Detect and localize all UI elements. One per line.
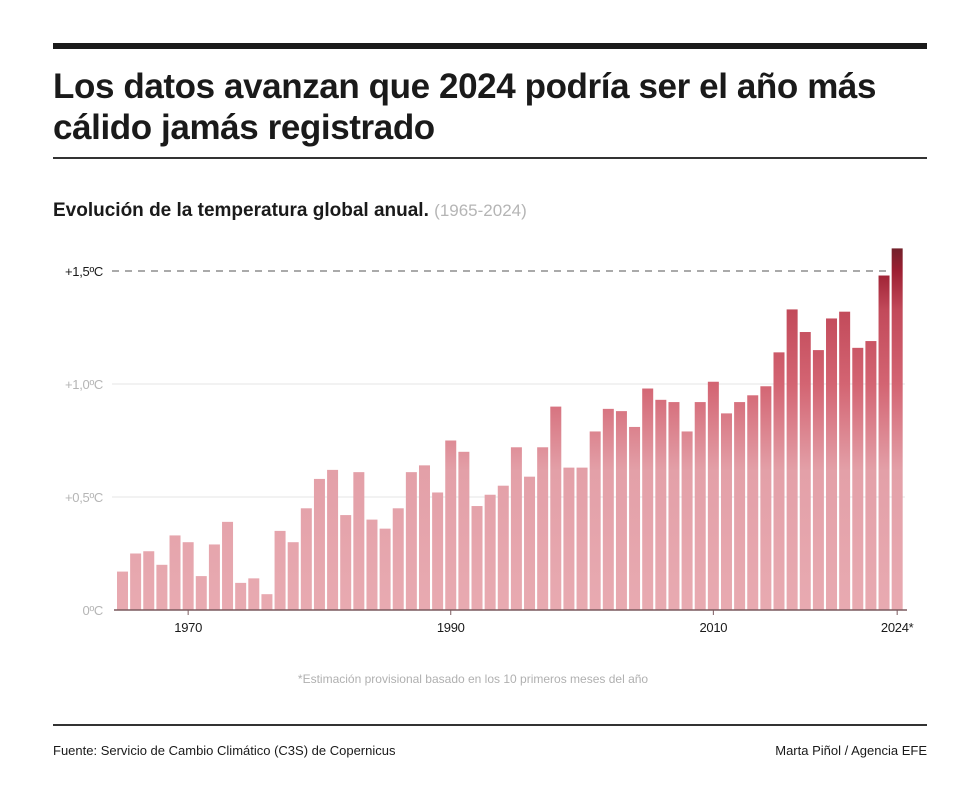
bar-2005 — [642, 388, 654, 610]
bar-2013 — [747, 395, 759, 610]
bar-1971 — [195, 576, 207, 610]
bar-1988 — [418, 465, 430, 610]
bar-1986 — [392, 508, 404, 610]
y-tick-label: 0ºC — [83, 603, 103, 618]
bar-2001 — [589, 431, 601, 610]
bar-1968 — [156, 564, 168, 610]
bar-2018 — [812, 350, 824, 610]
bar-1996 — [524, 476, 536, 610]
headline-divider — [53, 157, 927, 159]
bar-1982 — [340, 515, 352, 610]
bar-1970 — [182, 542, 194, 610]
bar-1994 — [497, 485, 509, 610]
bar-2003 — [615, 411, 627, 610]
bar-1972 — [208, 544, 220, 610]
x-axis-labels: 1970 1990 2010 2024* — [174, 610, 914, 635]
bar-2021 — [852, 347, 864, 610]
bar-2011 — [720, 413, 732, 610]
bar-2023 — [878, 275, 890, 610]
x-tick-label: 2010 — [699, 620, 727, 635]
bar-1998 — [550, 406, 562, 610]
bar-1980 — [313, 478, 325, 610]
bar-1976 — [261, 594, 273, 610]
bar-1999 — [563, 467, 575, 610]
headline: Los datos avanzan que 2024 podría ser el… — [53, 67, 877, 147]
bar-1975 — [248, 578, 260, 610]
bar-1990 — [445, 440, 457, 610]
chart-subtitle-text: Evolución de la temperatura global anual… — [53, 200, 429, 221]
bar-1978 — [287, 542, 299, 610]
bar-2004 — [629, 426, 641, 610]
x-tick-label: 1990 — [437, 620, 465, 635]
chart-subtitle: Evolución de la temperatura global anual… — [53, 200, 527, 222]
footnote: *Estimación provisional basado en los 10… — [297, 672, 649, 686]
bar-1977 — [274, 530, 286, 610]
bar-1995 — [510, 447, 522, 610]
y-tick-label: +0,5ºC — [65, 490, 103, 505]
bar-2019 — [826, 318, 838, 610]
bar-2015 — [773, 352, 785, 610]
bar-2000 — [576, 467, 588, 610]
bar-1992 — [471, 506, 483, 610]
y-tick-label: +1,0ºC — [65, 377, 103, 392]
bar-1985 — [379, 528, 391, 610]
bar-1974 — [235, 582, 247, 610]
bar-1966 — [130, 553, 142, 610]
bar-2014 — [760, 386, 772, 610]
y-tick-label: +1,5ºC — [65, 264, 103, 279]
bar-1983 — [353, 472, 365, 610]
bar-1979 — [300, 508, 312, 610]
bar-2022 — [865, 341, 877, 610]
x-tick-label: 1970 — [174, 620, 202, 635]
bar-1987 — [405, 472, 417, 610]
bar-1984 — [366, 519, 378, 610]
bar-1969 — [169, 535, 181, 610]
source-credit: Fuente: Servicio de Cambio Climático (C3… — [53, 743, 396, 758]
bar-1967 — [143, 551, 155, 610]
bar-1973 — [222, 521, 234, 610]
x-tick-label: 2024* — [881, 620, 914, 635]
bar-1993 — [484, 494, 496, 610]
bar-1997 — [537, 447, 549, 610]
bar-2002 — [602, 408, 614, 610]
author-credit: Marta Piñol / Agencia EFE — [775, 743, 927, 758]
bar-2008 — [681, 431, 693, 610]
bar-1965 — [117, 571, 128, 610]
bar-2024 — [891, 248, 903, 610]
bar-2017 — [799, 332, 811, 610]
chart-subtitle-range: (1965-2024) — [434, 201, 527, 220]
bar-2012 — [734, 402, 746, 610]
bar-1991 — [458, 451, 470, 610]
gridlines — [112, 270, 905, 498]
bar-2009 — [694, 402, 706, 610]
bar-2020 — [839, 311, 851, 610]
bar-1989 — [432, 492, 444, 610]
bar-1981 — [327, 469, 339, 610]
bar-2007 — [668, 402, 680, 610]
bar-2010 — [707, 381, 719, 610]
y-axis-labels: 0ºC +0,5ºC +1,0ºC +1,5ºC — [65, 264, 103, 618]
bar-2016 — [786, 309, 798, 610]
bar-2006 — [655, 399, 667, 610]
footer-divider — [53, 724, 927, 726]
temperature-bar-chart: 0ºC +0,5ºC +1,0ºC +1,5ºC 1970 1990 2010 2024* — [65, 248, 914, 635]
top-rule — [53, 43, 927, 49]
bars — [117, 248, 903, 610]
